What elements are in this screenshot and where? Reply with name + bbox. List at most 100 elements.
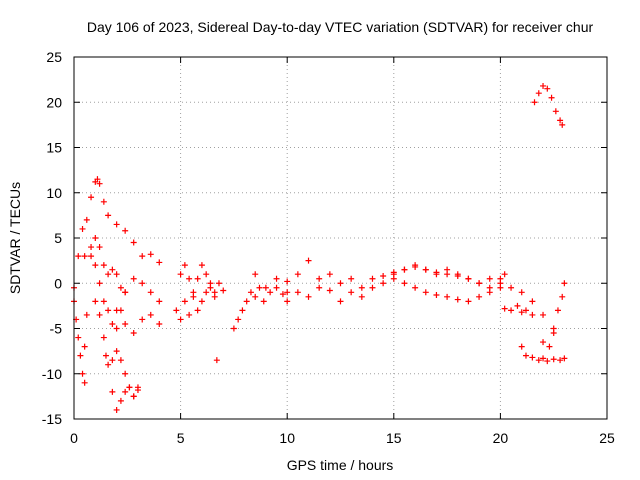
data-point bbox=[273, 275, 280, 282]
data-point bbox=[358, 284, 365, 291]
series-arc-m bbox=[390, 262, 557, 337]
data-point bbox=[531, 99, 538, 106]
data-point bbox=[213, 357, 220, 364]
data-point bbox=[100, 198, 107, 205]
data-point bbox=[348, 289, 355, 296]
y-tick-label: -5 bbox=[50, 321, 63, 337]
data-point bbox=[130, 393, 137, 400]
data-point bbox=[422, 289, 429, 296]
data-point bbox=[348, 275, 355, 282]
data-point bbox=[256, 284, 263, 291]
data-point bbox=[508, 307, 515, 314]
data-point bbox=[117, 284, 124, 291]
data-point bbox=[211, 289, 218, 296]
data-point bbox=[100, 298, 107, 305]
x-tick-label: 0 bbox=[70, 430, 78, 446]
data-point bbox=[284, 298, 291, 305]
y-tick-label: 20 bbox=[46, 94, 62, 110]
data-point bbox=[554, 307, 561, 314]
data-point bbox=[561, 355, 568, 362]
data-point bbox=[113, 325, 120, 332]
data-point bbox=[109, 266, 116, 273]
data-point bbox=[92, 298, 99, 305]
data-point bbox=[260, 298, 267, 305]
data-point bbox=[326, 271, 333, 278]
series-arc-g bbox=[113, 307, 163, 337]
data-point bbox=[198, 298, 205, 305]
data-point bbox=[105, 271, 112, 278]
data-point bbox=[476, 280, 483, 287]
y-axis-label: SDTVAR / TECUs bbox=[7, 182, 23, 294]
data-point bbox=[235, 316, 242, 323]
data-point bbox=[122, 289, 129, 296]
data-point bbox=[117, 397, 124, 404]
data-point bbox=[465, 275, 472, 282]
data-point bbox=[529, 354, 536, 361]
data-point bbox=[412, 284, 419, 291]
series-arc-f bbox=[102, 348, 141, 400]
data-point bbox=[207, 280, 214, 287]
data-point bbox=[559, 293, 566, 300]
data-point bbox=[279, 291, 286, 298]
data-point bbox=[550, 356, 557, 363]
series-arc-i bbox=[177, 262, 218, 296]
data-point bbox=[444, 266, 451, 273]
data-point bbox=[139, 253, 146, 260]
data-point bbox=[190, 289, 197, 296]
data-point bbox=[113, 221, 120, 228]
data-point bbox=[540, 82, 547, 89]
data-point bbox=[518, 343, 525, 350]
data-point bbox=[109, 320, 116, 327]
y-tick-label: -15 bbox=[42, 411, 62, 427]
data-point bbox=[81, 253, 88, 260]
data-point bbox=[518, 289, 525, 296]
data-point bbox=[81, 379, 88, 386]
data-point bbox=[294, 271, 301, 278]
data-point bbox=[540, 311, 547, 318]
data-point bbox=[122, 370, 129, 377]
data-point bbox=[122, 227, 129, 234]
data-point bbox=[433, 271, 440, 278]
data-point bbox=[88, 194, 95, 201]
data-point bbox=[557, 357, 564, 364]
grid-layer bbox=[74, 57, 607, 419]
data-point bbox=[113, 307, 120, 314]
data-point bbox=[561, 280, 568, 287]
data-point bbox=[305, 293, 312, 300]
data-point bbox=[96, 280, 103, 287]
y-tick-label: 25 bbox=[46, 49, 62, 65]
data-point bbox=[77, 352, 84, 359]
data-point bbox=[194, 275, 201, 282]
data-point bbox=[369, 284, 376, 291]
data-point bbox=[100, 334, 107, 341]
data-point bbox=[294, 289, 301, 296]
data-point bbox=[284, 278, 291, 285]
data-point bbox=[109, 357, 116, 364]
data-point bbox=[529, 298, 536, 305]
data-point bbox=[194, 307, 201, 314]
x-tick-label: 5 bbox=[177, 430, 185, 446]
data-point bbox=[305, 257, 312, 264]
data-point bbox=[105, 361, 112, 368]
data-point bbox=[486, 289, 493, 296]
data-point bbox=[102, 352, 109, 359]
data-point bbox=[544, 85, 551, 92]
data-point bbox=[501, 305, 508, 312]
data-point bbox=[401, 280, 408, 287]
series-outlier bbox=[213, 357, 220, 364]
data-point bbox=[230, 325, 237, 332]
data-point bbox=[518, 309, 525, 316]
data-point bbox=[337, 280, 344, 287]
data-point bbox=[548, 94, 555, 101]
data-point bbox=[252, 271, 259, 278]
data-point bbox=[220, 287, 227, 294]
x-axis-label: GPS time / hours bbox=[287, 457, 394, 473]
data-point bbox=[501, 271, 508, 278]
data-point bbox=[109, 388, 116, 395]
data-point bbox=[100, 262, 107, 269]
data-point bbox=[94, 176, 101, 183]
x-tick-label: 25 bbox=[599, 430, 615, 446]
data-point bbox=[454, 271, 461, 278]
data-point bbox=[380, 280, 387, 287]
